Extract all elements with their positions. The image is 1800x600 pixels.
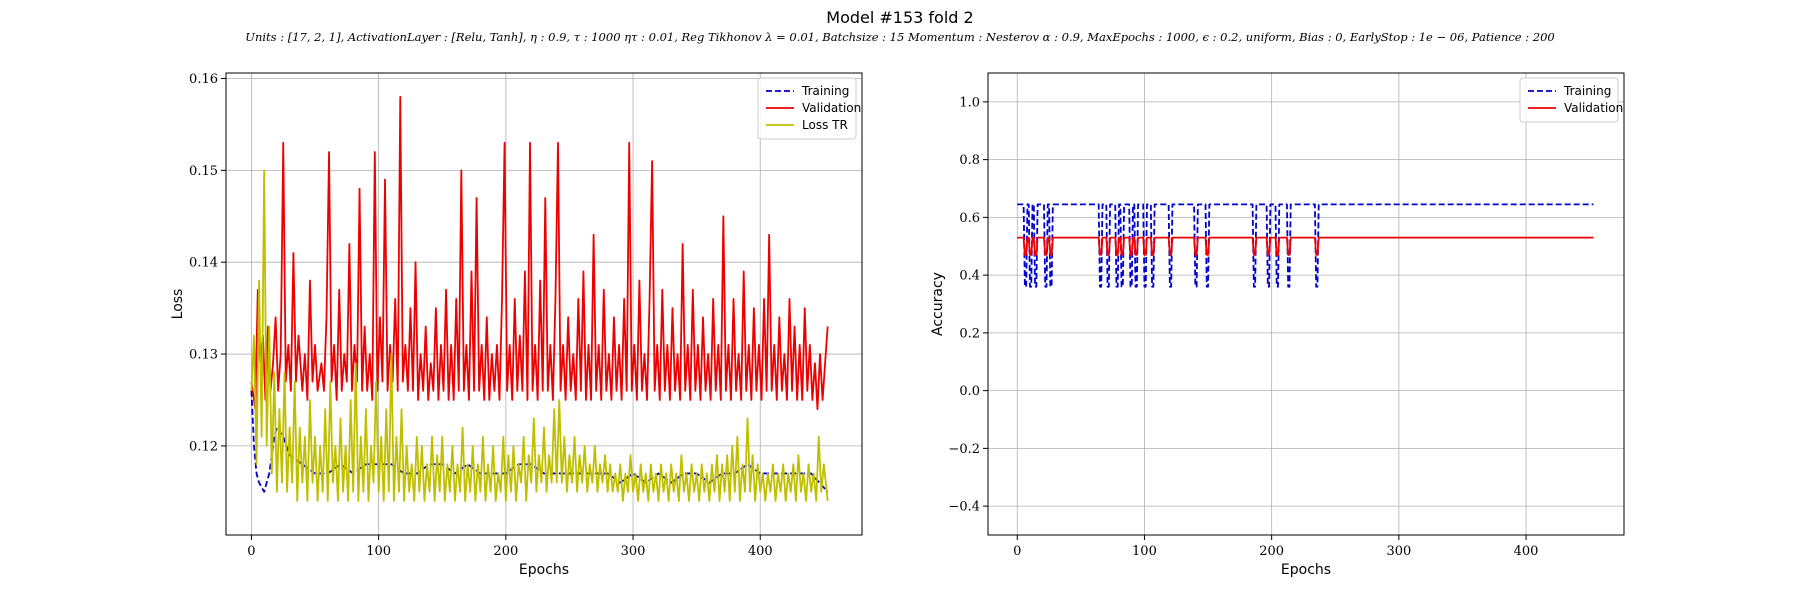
legend-label: Training	[1563, 84, 1611, 98]
series-line-validation	[250, 95, 829, 411]
x-axis-label: Epochs	[1281, 562, 1331, 578]
series-line-validation	[1017, 236, 1594, 256]
x-tick-label: 400	[748, 544, 773, 559]
x-tick-label: 0	[247, 544, 255, 559]
legend-label: Validation	[802, 101, 861, 115]
x-tick-label: 200	[1259, 544, 1284, 559]
x-axis-label: Epochs	[519, 562, 569, 578]
x-tick-label: 400	[1514, 544, 1539, 559]
series-line-loss-tr	[250, 169, 829, 502]
legend-label: Loss TR	[802, 118, 848, 132]
y-tick-label: 0.2	[959, 326, 980, 341]
legend	[1519, 77, 1619, 123]
legend	[757, 77, 857, 140]
y-tick-label: −0.2	[948, 442, 980, 457]
x-tick-label: 100	[366, 544, 391, 559]
axes-frame	[225, 72, 863, 536]
x-tick-label: 300	[1386, 544, 1411, 559]
legend-label: Training	[801, 84, 849, 98]
figure-title: Model #153 fold 2	[826, 8, 974, 27]
series-line-training	[1017, 203, 1594, 288]
axes-frame	[987, 72, 1625, 536]
x-tick-label: 200	[493, 544, 518, 559]
y-tick-label: 0.8	[959, 153, 980, 168]
accuracy-plot: 0 100 200 300 400 −0.4 −0.2 0.0 0.2 0.4 0.6 0.8 1.0 E…	[930, 72, 1625, 578]
y-tick-label: 0.16	[189, 72, 218, 87]
loss-plot: 0 100 200 300 400 0.12 0.13 0.14 0.15 0.16 Epochs L…	[170, 72, 863, 578]
x-tick-label: 0	[1013, 544, 1021, 559]
figure-subtitle: Units : [17, 2, 1], ActivationLayer : [R…	[245, 30, 1555, 44]
y-tick-label: 0.0	[959, 384, 980, 399]
y-axis-label: Accuracy	[930, 272, 946, 336]
y-tick-label: 0.4	[959, 269, 980, 284]
y-tick-label: 0.14	[189, 256, 218, 271]
y-tick-label: 0.13	[189, 348, 218, 363]
y-tick-label: 0.15	[189, 164, 218, 179]
y-tick-label: −0.4	[948, 500, 980, 515]
y-axis-label: Loss	[170, 289, 186, 320]
x-tick-label: 100	[1132, 544, 1157, 559]
x-tick-label: 300	[621, 544, 646, 559]
legend-label: Validation	[1564, 101, 1623, 115]
y-tick-label: 0.12	[189, 439, 218, 454]
y-tick-label: 0.6	[959, 211, 980, 226]
y-tick-label: 1.0	[959, 95, 980, 110]
